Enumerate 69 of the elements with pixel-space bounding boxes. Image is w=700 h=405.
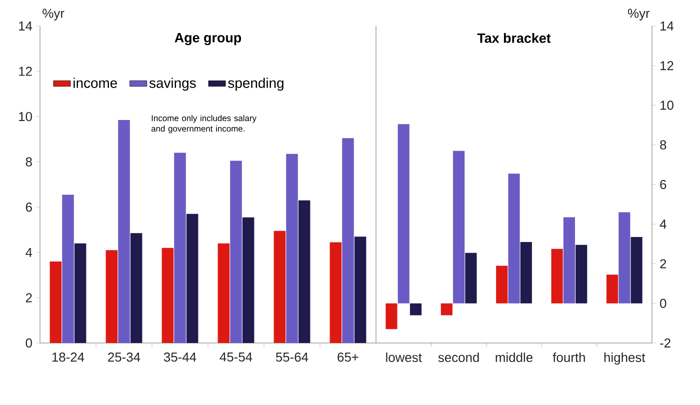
- bar: [130, 233, 142, 343]
- bar: [576, 244, 588, 304]
- bar: [186, 214, 198, 343]
- y-tick-label: 6: [660, 180, 666, 190]
- bar: [551, 248, 563, 304]
- bar: [162, 248, 174, 343]
- y-tick-label: 4: [26, 248, 32, 257]
- x-tick-label: second: [438, 352, 479, 362]
- chart-title: Age group: [174, 33, 242, 46]
- x-tick-label: highest: [604, 352, 646, 365]
- legend-label: spending: [228, 78, 284, 91]
- y-tick-label: 12: [660, 61, 674, 70]
- bar: [230, 160, 242, 343]
- x-tick-label: 35-44: [164, 352, 196, 362]
- x-tick-label: 55-64: [276, 352, 308, 362]
- annotation: Income only includes salary and government income.: [151, 114, 256, 134]
- y-tick-label: 0: [26, 338, 32, 348]
- y-tick-label: 14: [660, 22, 674, 30]
- y-tick-label: -2: [660, 338, 670, 348]
- y-axis-title: %yr: [42, 8, 64, 20]
- bar: [453, 150, 465, 304]
- y-tick-label: 0: [660, 298, 666, 308]
- x-tick-label: 25-34: [108, 352, 140, 362]
- bar: [50, 261, 62, 343]
- bar: [410, 303, 422, 316]
- y-tick-label: 8: [26, 157, 32, 166]
- y-tick-label: 10: [19, 112, 32, 122]
- x-tick-label: lowest: [386, 352, 422, 362]
- bar: [298, 200, 310, 343]
- bar: [330, 242, 342, 343]
- bar: [618, 212, 630, 304]
- bar: [630, 237, 642, 304]
- bar: [274, 230, 286, 343]
- y-tick-label: 2: [660, 259, 666, 268]
- bar: [606, 274, 618, 304]
- bar: [286, 154, 298, 343]
- bar: [440, 303, 452, 316]
- y-tick-label: 2: [26, 293, 32, 302]
- y-tick-label: 8: [660, 140, 666, 150]
- bar: [62, 194, 74, 343]
- bar: [563, 217, 575, 304]
- legend-label: income: [74, 78, 118, 88]
- x-tick-label: 45-54: [220, 352, 252, 362]
- bar: [398, 124, 410, 304]
- y-tick-label: 14: [19, 22, 32, 30]
- bar: [496, 266, 508, 304]
- bar: [342, 138, 354, 343]
- x-tick-label: 65+: [338, 352, 358, 362]
- bar: [520, 242, 532, 304]
- bar: [508, 174, 520, 304]
- bar: [106, 250, 118, 343]
- bar: [465, 252, 477, 304]
- y-tick-label: 12: [19, 66, 32, 76]
- legend-label: savings: [149, 78, 196, 91]
- bar: [174, 152, 186, 343]
- y-tick-label: 6: [26, 202, 32, 212]
- y-axis-title: %yr: [628, 8, 650, 20]
- y-tick-label: 4: [660, 220, 666, 229]
- x-tick-label: 18-24: [52, 352, 84, 362]
- bar: [242, 217, 254, 343]
- bar: [386, 303, 398, 330]
- bar: [74, 243, 86, 343]
- y-tick-label: 10: [660, 100, 674, 110]
- bar: [354, 236, 366, 343]
- x-tick-label: middle: [496, 352, 532, 362]
- x-tick-label: fourth: [552, 352, 585, 362]
- chart-title: Tax bracket: [477, 33, 551, 43]
- bar: [218, 243, 230, 343]
- bar: [118, 120, 130, 343]
